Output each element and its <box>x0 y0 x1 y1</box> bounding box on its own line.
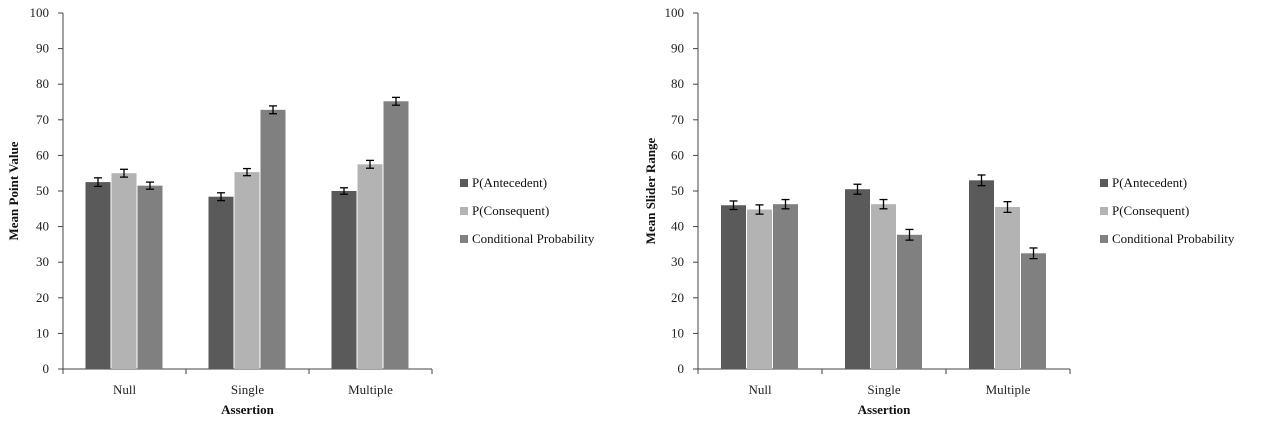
x-tick-label: Single <box>867 382 900 397</box>
legend-entry: P(Consequent) <box>472 203 549 218</box>
legend-swatch <box>460 179 468 187</box>
error-bar <box>1029 247 1038 260</box>
error-bar <box>340 187 348 195</box>
bar <box>1021 253 1046 369</box>
y-tick-label: 30 <box>36 254 49 269</box>
bar <box>331 191 357 369</box>
bar <box>747 209 772 369</box>
error-bar <box>729 200 738 211</box>
bar <box>845 189 870 369</box>
x-tick-label: Multiple <box>986 382 1031 397</box>
legend-entry: Conditional Probability <box>1112 231 1235 246</box>
y-tick-label: 90 <box>671 41 684 56</box>
error-bar <box>120 168 128 178</box>
error-bar <box>853 183 862 195</box>
bar <box>721 205 746 369</box>
y-tick-label: 100 <box>665 5 685 20</box>
legend-entry: P(Antecedent) <box>472 175 547 190</box>
x-tick-label: Single <box>231 382 264 397</box>
error-bar <box>755 204 764 215</box>
bar <box>897 234 922 369</box>
y-tick-label: 100 <box>30 5 50 20</box>
y-tick-label: 80 <box>671 76 684 91</box>
error-bar <box>879 198 888 210</box>
y-tick-label: 0 <box>678 361 685 376</box>
bar <box>208 196 234 369</box>
y-tick-label: 60 <box>36 147 49 162</box>
error-bar <box>146 181 154 190</box>
y-tick-label: 40 <box>36 219 49 234</box>
x-tick-label: Null <box>748 382 772 397</box>
bar <box>357 164 383 369</box>
x-tick-label: Multiple <box>348 382 393 397</box>
legend-swatch <box>460 207 468 215</box>
y-tick-label: 30 <box>671 254 684 269</box>
bar <box>85 182 111 369</box>
bar <box>969 180 994 369</box>
bar <box>234 172 260 369</box>
legend-swatch <box>460 235 468 243</box>
bar <box>773 204 798 369</box>
y-tick-label: 0 <box>43 361 50 376</box>
bar <box>995 207 1020 369</box>
y-tick-label: 90 <box>36 41 49 56</box>
bar <box>111 173 137 369</box>
chart-1: 0 10 20 30 40 50 60 70 80 90 100 Null Single Multiple… <box>6 5 595 417</box>
y-tick-label: 40 <box>671 219 684 234</box>
bar <box>871 204 896 369</box>
error-bar <box>977 174 986 187</box>
bar <box>137 185 163 369</box>
y-tick-label: 70 <box>671 112 684 127</box>
error-bar <box>243 167 251 177</box>
legend-swatch <box>1100 235 1108 243</box>
bar <box>383 101 409 370</box>
legend-swatch <box>1100 207 1108 215</box>
bar <box>260 109 286 369</box>
error-bar <box>94 177 102 188</box>
error-bar <box>217 192 225 202</box>
y-tick-label: 80 <box>36 76 49 91</box>
error-bar <box>366 159 374 169</box>
y-tick-label: 50 <box>36 183 49 198</box>
error-bar <box>905 228 914 241</box>
x-axis-title: Assertion <box>221 402 274 417</box>
legend-entry: Conditional Probability <box>472 231 595 246</box>
error-bar <box>392 96 400 106</box>
x-tick-label: Null <box>113 382 137 397</box>
legend-entry: P(Antecedent) <box>1112 175 1187 190</box>
legend-entry: P(Consequent) <box>1112 203 1189 218</box>
y-tick-label: 10 <box>671 325 684 340</box>
y-tick-label: 50 <box>671 183 684 198</box>
y-tick-label: 20 <box>36 290 49 305</box>
error-bar <box>1003 201 1012 214</box>
legend-swatch <box>1100 179 1108 187</box>
legend: P(Antecedent) P(Consequent) Conditional Pr… <box>460 175 595 246</box>
y-tick-label: 60 <box>671 147 684 162</box>
chart-2: 0 10 20 30 40 50 60 70 80 90 100 Null Single Multiple… <box>643 5 1235 417</box>
x-axis-title: Assertion <box>858 402 911 417</box>
error-bar <box>781 198 790 210</box>
y-axis-title: Mean Slider Range <box>643 137 658 244</box>
error-bar <box>269 105 277 115</box>
y-tick-label: 20 <box>671 290 684 305</box>
y-axis-title: Mean Point Value <box>6 141 21 240</box>
y-tick-label: 10 <box>36 325 49 340</box>
legend: P(Antecedent) P(Consequent) Conditional Pr… <box>1100 175 1235 246</box>
y-tick-label: 70 <box>36 112 49 127</box>
